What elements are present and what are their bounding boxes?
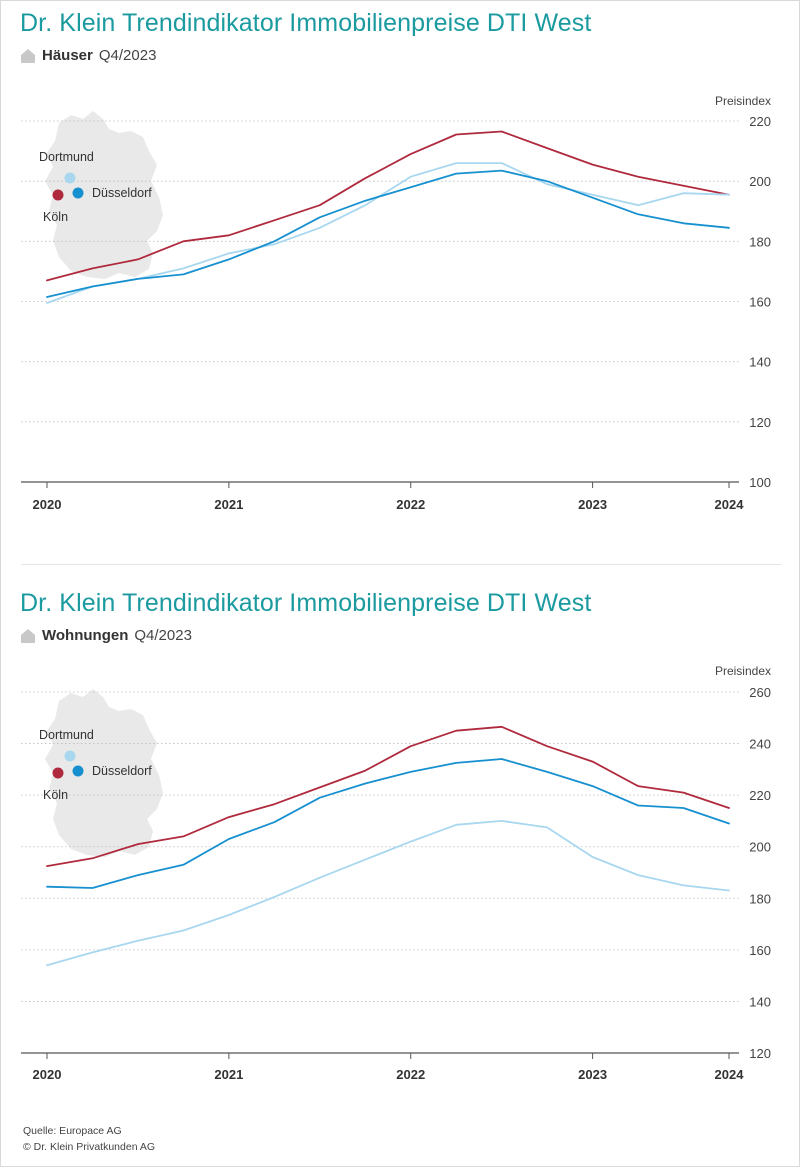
chart-subtitle: Häuser Q4/2023 <box>20 47 156 64</box>
x-tick-label: 2022 <box>396 497 425 512</box>
legend-label-duesseldorf: Düsseldorf <box>92 186 152 200</box>
series-line-duesseldorf <box>46 169 730 298</box>
y-tick-label: 220 <box>749 114 771 129</box>
y-axis-unit-label: Preisindex <box>715 94 771 108</box>
y-tick-label: 260 <box>749 685 771 700</box>
y-tick-label: 220 <box>749 788 771 803</box>
chart-wohnungen: 120 140 160 180 200 220 240 260 Preisindex 2020 20… <box>21 664 771 1081</box>
series-line-koeln <box>46 130 730 282</box>
y-tick-label: 200 <box>749 174 771 189</box>
panel-divider <box>21 564 781 565</box>
y-tick-label: 160 <box>749 295 771 310</box>
legend-dot-dortmund <box>64 172 76 184</box>
y-tick-label: 240 <box>749 737 771 752</box>
x-tick-label: 2022 <box>396 1067 425 1081</box>
legend-dot-dortmund <box>64 750 76 762</box>
series-line-dortmund <box>46 819 730 967</box>
x-tick-label: 2023 <box>578 497 607 512</box>
copyright-note: © Dr. Klein Privatkunden AG <box>23 1141 156 1153</box>
chart-panel-wohnungen: 120 140 160 180 200 220 240 260 Preisindex 2020 20… <box>1 581 799 1081</box>
series-line-dortmund <box>46 162 730 304</box>
chart-panel-haeuser: 100 120 140 160 180 200 220 Preisindex 2020 2021 2… <box>1 1 799 561</box>
legend-label-dortmund: Dortmund <box>39 150 94 164</box>
germany-map-icon <box>45 689 163 857</box>
source-note: Quelle: Europace AG <box>23 1125 122 1137</box>
x-tick-label: 2020 <box>33 1067 62 1081</box>
y-tick-label: 180 <box>749 891 771 906</box>
chart-title: Dr. Klein Trendindikator Immobilienpreis… <box>20 9 592 37</box>
y-tick-label: 100 <box>749 475 771 490</box>
chart-haeuser: 100 120 140 160 180 200 220 Preisindex 2020 2021 2… <box>21 94 771 512</box>
house-icon <box>21 628 35 643</box>
x-tick-label: 2021 <box>214 1067 243 1081</box>
x-tick-label: 2023 <box>578 1067 607 1081</box>
x-tick-label: 2020 <box>33 497 62 512</box>
x-tick-label: 2024 <box>715 497 745 512</box>
chart-title: Dr. Klein Trendindikator Immobilienpreis… <box>20 589 592 617</box>
chart-subtitle: Wohnungen Q4/2023 <box>20 627 192 644</box>
period: Q4/2023 <box>134 627 192 644</box>
period: Q4/2023 <box>98 47 157 64</box>
y-tick-label: 140 <box>749 355 771 370</box>
series-line-duesseldorf <box>46 758 730 889</box>
y-tick-label: 120 <box>749 1046 771 1061</box>
germany-shape <box>45 111 163 279</box>
y-tick-label: 180 <box>749 234 771 249</box>
germany-shape <box>45 689 163 857</box>
city-legend: Dortmund Düsseldorf Köln <box>39 150 152 224</box>
property-type: Wohnungen <box>42 627 129 644</box>
legend-label-duesseldorf: Düsseldorf <box>92 764 152 778</box>
footer: Quelle: Europace AG © Dr. Klein Privatku… <box>23 1123 155 1155</box>
germany-map-icon <box>45 111 163 279</box>
y-tick-label: 140 <box>749 994 771 1009</box>
legend-dot-duesseldorf <box>72 187 84 199</box>
house-icon <box>21 48 35 63</box>
x-tick-label: 2024 <box>715 1067 745 1081</box>
legend-label-koeln: Köln <box>43 788 68 802</box>
legend-label-dortmund: Dortmund <box>39 728 94 742</box>
y-axis-unit-label: Preisindex <box>715 664 771 678</box>
legend-dot-koeln <box>52 189 64 201</box>
y-tick-label: 200 <box>749 840 771 855</box>
legend-dot-koeln <box>52 767 64 779</box>
property-type: Häuser <box>42 47 93 64</box>
legend-label-koeln: Köln <box>43 210 68 224</box>
series-line-koeln <box>46 725 730 868</box>
y-tick-label: 120 <box>749 415 771 430</box>
city-legend: Dortmund Düsseldorf Köln <box>39 728 152 802</box>
y-tick-label: 160 <box>749 943 771 958</box>
legend-dot-duesseldorf <box>72 765 84 777</box>
x-tick-label: 2021 <box>214 497 243 512</box>
